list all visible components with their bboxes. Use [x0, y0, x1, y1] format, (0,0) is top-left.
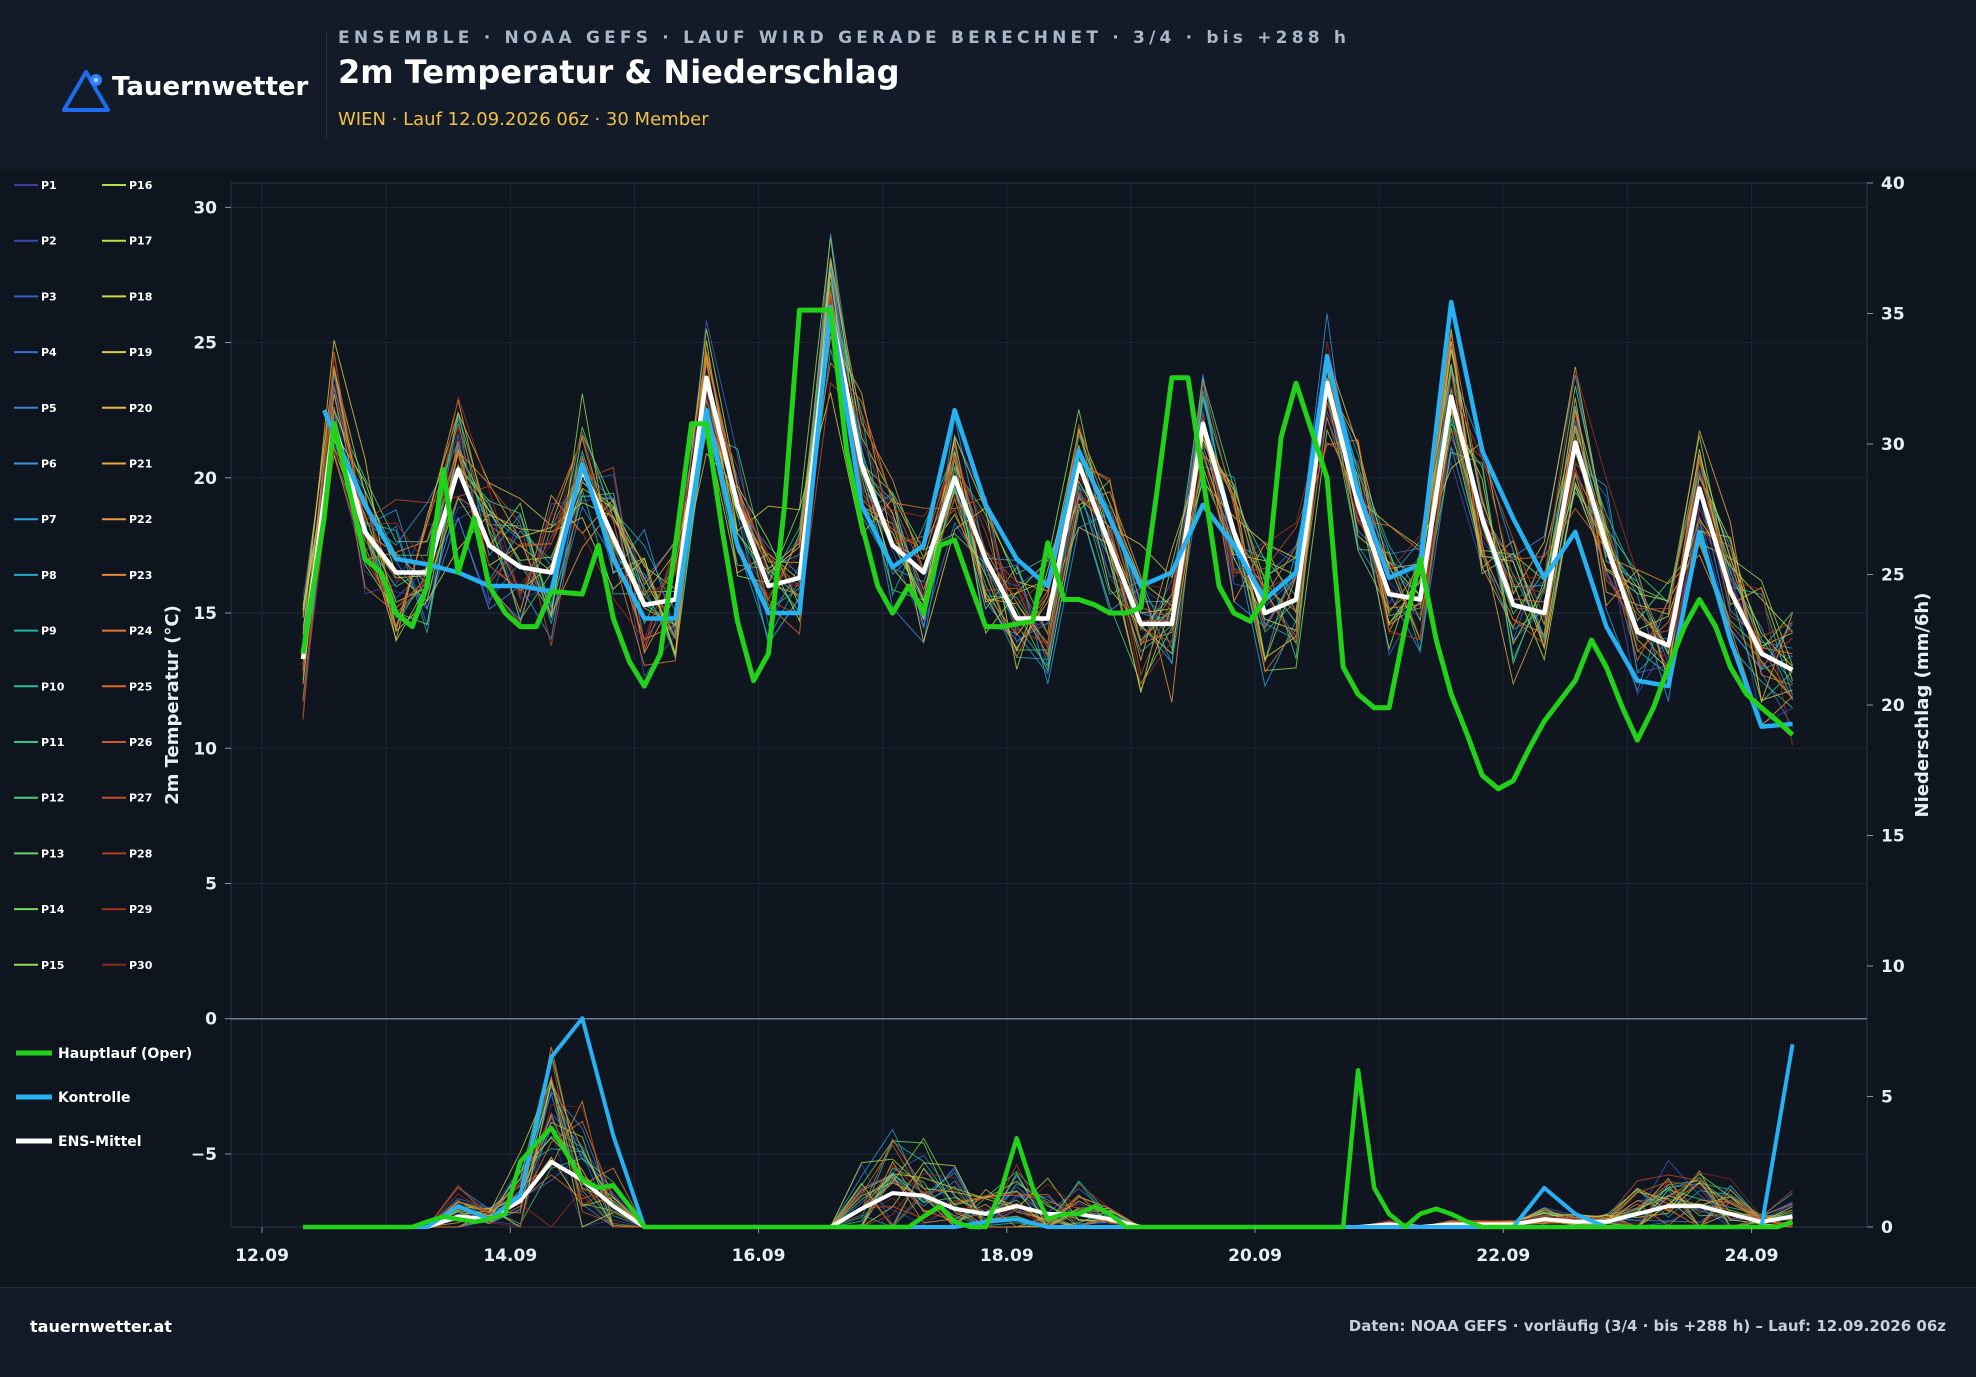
x-tick-label: 22.09 [1476, 1246, 1530, 1266]
y2-tick-label: 10 [1881, 957, 1905, 977]
control-precip-line [324, 1016, 1795, 1229]
legend-main-label: Hauptlauf (Oper) [58, 1046, 192, 1062]
control-temp-line [322, 299, 1793, 729]
member-temp-line [302, 233, 1793, 702]
legend-member-label: P7 [41, 513, 57, 526]
legend-member-label: P14 [41, 903, 65, 916]
legend-member-label: P21 [129, 458, 152, 471]
chart-axes: 12.09 14.09 16.09 18.09 20.09 22.09 24.09 −5 0 5 1… [162, 174, 1933, 1266]
y-tick-label: 30 [193, 198, 217, 218]
member-temp-line [302, 257, 1793, 727]
y2-tick-label: 25 [1881, 566, 1905, 586]
legend-member-label: P9 [41, 625, 57, 638]
y-tick-label: 0 [205, 1010, 217, 1030]
legend-member-label: P22 [129, 513, 152, 526]
member-precip-line [302, 1144, 1793, 1228]
site-name: tauernwetter.at [30, 1317, 172, 1336]
y2-tick-label: 5 [1881, 1088, 1893, 1108]
legend-member-label: P30 [129, 959, 153, 972]
member-precip-line [302, 1156, 1793, 1228]
page-title: 2m Temperatur & Niederschlag [338, 53, 900, 91]
oper-precip-line [302, 1068, 1794, 1230]
mean-temp-line [300, 307, 1794, 672]
ensemble-chart: 12.09 14.09 16.09 18.09 20.09 22.09 24.09 −5 0 5 1… [14, 174, 1933, 1266]
y2-tick-label: 40 [1881, 174, 1905, 194]
member-precip-line [302, 1140, 1793, 1228]
legend-main-label: Kontrolle [58, 1090, 131, 1106]
oper-temp-line [300, 307, 1795, 792]
legend-member-label: P17 [129, 235, 152, 248]
x-tick-label: 24.09 [1725, 1246, 1779, 1266]
x-tick-label: 18.09 [980, 1246, 1034, 1266]
legend-member-label: P27 [129, 792, 152, 805]
legend-member-label: P3 [41, 290, 57, 303]
member-precip-line [302, 1075, 1793, 1228]
legend-member-label: P28 [129, 847, 152, 860]
legend-member-label: P24 [129, 625, 153, 638]
y2-tick-label: 30 [1881, 435, 1905, 455]
legend-member-label: P15 [41, 959, 64, 972]
x-tick-label: 16.09 [732, 1246, 786, 1266]
member-temp-line [302, 237, 1793, 693]
legend-member-label: P10 [41, 680, 65, 693]
legend-member-label: P19 [129, 346, 152, 359]
legend-member-label: P23 [129, 569, 152, 582]
legend-member-label: P16 [129, 179, 153, 192]
legend-member-label: P26 [129, 736, 153, 749]
legend-member-label: P4 [41, 346, 57, 359]
footer: tauernwetter.at Daten: NOAA GEFS · vorlä… [0, 1287, 1976, 1377]
legend-member-label: P2 [41, 235, 57, 248]
header-divider [326, 32, 327, 138]
y2-tick-label: 20 [1881, 696, 1905, 716]
x-tick-label: 14.09 [483, 1246, 537, 1266]
y-tick-label: 25 [193, 334, 217, 354]
legend-member-label: P25 [129, 680, 152, 693]
x-tick-label: 20.09 [1228, 1246, 1282, 1266]
member-temp-line [302, 381, 1793, 677]
legend-member-label: P1 [41, 179, 57, 192]
member-temp-line [302, 312, 1793, 700]
legend-member-label: P20 [129, 402, 153, 415]
y2-axis-label: Niederschlag (mm/6h) [1912, 593, 1933, 818]
legend-member-label: P13 [41, 847, 64, 860]
x-tick-label: 12.09 [235, 1246, 289, 1266]
data-credit: Daten: NOAA GEFS · vorläufig (3/4 · bis … [1348, 1317, 1946, 1335]
member-precip-line [302, 1046, 1793, 1228]
brand-name: Tauernwetter [112, 72, 309, 102]
mountain-logo-icon [62, 70, 110, 112]
y2-tick-label: 35 [1881, 305, 1905, 325]
y2-tick-label: 0 [1881, 1218, 1893, 1238]
y-tick-label: −5 [191, 1145, 217, 1165]
y-tick-label: 5 [205, 875, 217, 895]
run-status: ENSEMBLE · NOAA GEFS · LAUF WIRD GERADE … [338, 28, 1351, 48]
header: Tauernwetter ENSEMBLE · NOAA GEFS · LAUF… [0, 0, 1976, 170]
y-tick-label: 10 [193, 739, 217, 759]
chart-legend: P1 P2 P3 P4 P5 P6 P7 P8 P9 P10 P11 P12 P13 P14 P15 P16 P… [14, 179, 192, 1150]
legend-member-label: P29 [129, 903, 152, 916]
y2-tick-label: 15 [1881, 827, 1905, 847]
legend-member-label: P12 [41, 792, 64, 805]
member-temp-line [302, 313, 1793, 703]
y-axis-label: 2m Temperatur (°C) [162, 605, 183, 805]
chart-grid [230, 182, 1868, 1228]
legend-member-label: P8 [41, 569, 57, 582]
legend-member-label: P11 [41, 736, 64, 749]
legend-main-label: ENS-Mittel [58, 1134, 142, 1150]
page-subtitle: WIEN · Lauf 12.09.2026 06z · 30 Member [338, 109, 709, 130]
legend-member-label: P6 [41, 458, 57, 471]
y-tick-label: 20 [193, 469, 217, 489]
plot-area [230, 182, 1868, 1228]
member-precip-line [302, 1079, 1793, 1228]
main-lines [300, 299, 1795, 1230]
legend-member-label: P5 [41, 402, 57, 415]
member-temp-line [302, 267, 1793, 715]
y-tick-label: 15 [193, 604, 217, 624]
legend-member-label: P18 [129, 290, 152, 303]
